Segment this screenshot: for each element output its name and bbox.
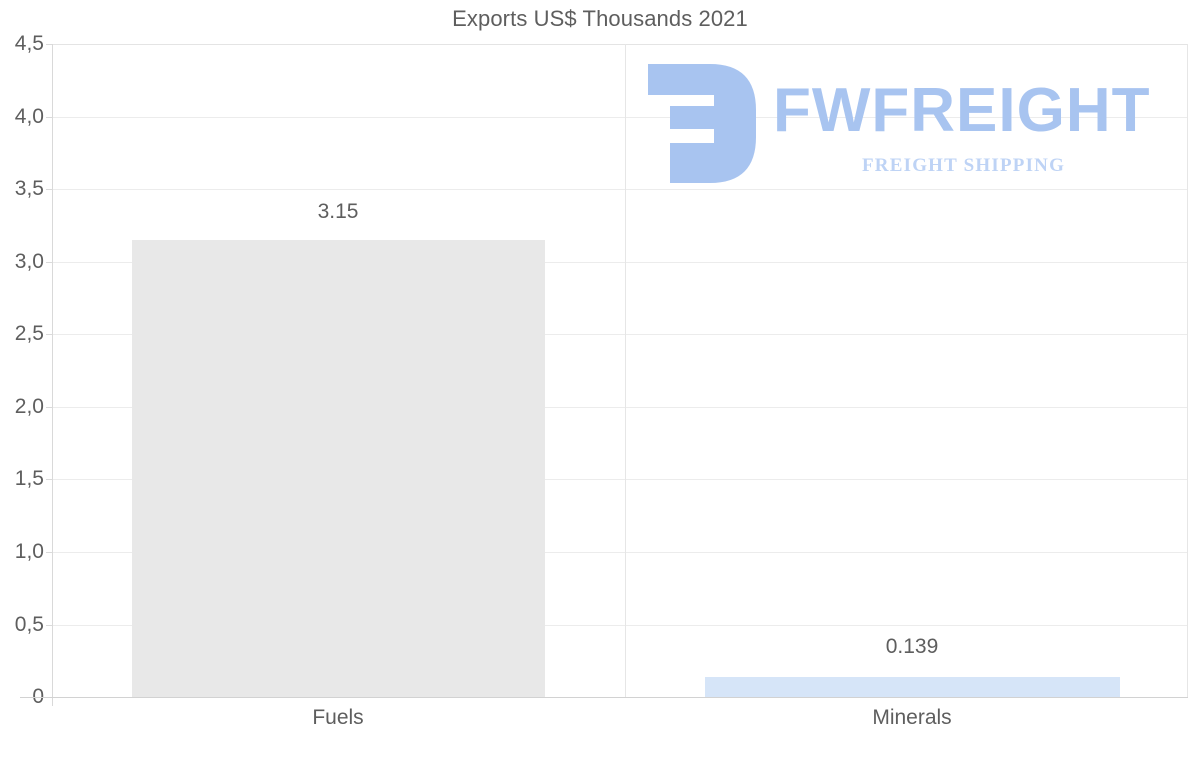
- y-tick-mark: [46, 189, 53, 191]
- y-tick-label: 3,0: [14, 249, 44, 273]
- y-tick-mark: [46, 406, 53, 408]
- gridline: [52, 116, 1188, 118]
- gridline: [52, 552, 1188, 553]
- gridline: [52, 261, 1188, 263]
- y-tick-label: 1,0: [14, 540, 44, 563]
- chart-title: Exports US$ Thousands 2021: [452, 6, 748, 31]
- bar-value-label-fuels: 3.15: [317, 200, 359, 223]
- bar-fuels[interactable]: [132, 239, 545, 697]
- gridline: [52, 624, 1188, 626]
- y-tick-label: 4,0: [14, 104, 44, 128]
- y-tick-mark: [46, 479, 53, 481]
- y-tick-mark: [46, 44, 53, 45]
- y-tick-label: 3,5: [14, 177, 44, 201]
- y-tick-label: 2,5: [14, 322, 44, 346]
- y-tick-mark: [46, 261, 53, 263]
- y-tick-label: 2,0: [14, 394, 44, 418]
- y-tick-label: 4,5: [14, 32, 44, 55]
- y-tick-label: 0,5: [14, 612, 44, 636]
- plot-right-border-gridline: [1187, 44, 1188, 697]
- gridline: [52, 334, 1188, 336]
- bar-minerals[interactable]: [705, 676, 1120, 697]
- y-tick-mark: [46, 552, 53, 553]
- x-tick-label-fuels: Fuels: [312, 706, 364, 729]
- y-axis-tick-labels: 4,5 4,0 3,5 3,0 2,5 2,0 1,5 1,0 0,5 0: [0, 0, 44, 763]
- y-tick-label: 1,5: [14, 467, 44, 491]
- y-axis-line: [52, 44, 53, 706]
- y-tick-mark: [46, 116, 53, 118]
- x-axis-line: [20, 697, 1188, 698]
- category-divider-gridline: [625, 44, 626, 697]
- x-tick-label-minerals: Minerals: [872, 706, 952, 729]
- gridline: [52, 406, 1188, 408]
- gridline: [52, 44, 1188, 45]
- plot-area: [52, 44, 1188, 697]
- bar-value-label-minerals: 0.139: [885, 635, 939, 658]
- y-tick-mark: [46, 334, 53, 336]
- gridline: [52, 189, 1188, 191]
- y-tick-mark: [46, 624, 53, 626]
- y-tick-label: 0: [32, 685, 44, 709]
- gridline: [52, 479, 1188, 481]
